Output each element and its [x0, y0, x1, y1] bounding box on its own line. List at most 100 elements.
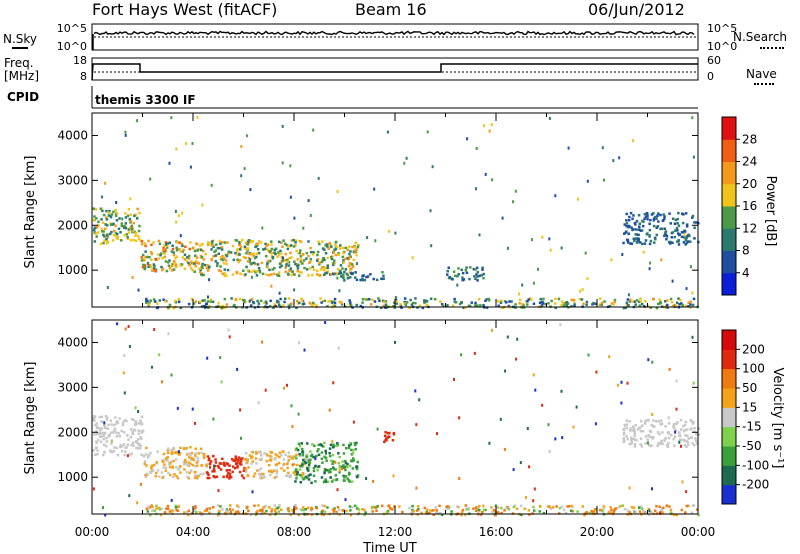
- data-cell: [175, 255, 178, 258]
- data-cell: [481, 510, 484, 514]
- data-cell: [281, 245, 284, 248]
- data-cell: [399, 303, 402, 306]
- data-cell: [253, 306, 257, 309]
- data-cell: [183, 463, 186, 466]
- data-cell: [371, 510, 374, 513]
- data-cell: [131, 441, 135, 444]
- data-cell: [613, 508, 617, 511]
- data-cell: [275, 507, 278, 511]
- data-cell: [634, 237, 637, 240]
- data-cell: [172, 306, 175, 310]
- data-cell: [106, 427, 110, 430]
- data-cell: [183, 258, 187, 261]
- data-cell: [159, 254, 162, 257]
- data-cell: [628, 420, 631, 423]
- data-cell: [125, 233, 129, 236]
- data-cell: [317, 448, 320, 451]
- data-cell: [284, 270, 287, 273]
- data-cell: [420, 511, 423, 515]
- data-cell: [270, 243, 273, 246]
- data-cell: [166, 507, 170, 511]
- data-cell: [251, 240, 254, 243]
- data-cell: [648, 435, 652, 438]
- data-cell: [291, 270, 294, 273]
- data-cell: [344, 268, 348, 271]
- data-cell: [219, 468, 223, 471]
- data-cell: [200, 451, 203, 455]
- data-cell: [628, 486, 631, 490]
- data-cell: [96, 449, 99, 452]
- data-cell: [626, 241, 630, 244]
- data-cell: [113, 229, 116, 233]
- data-cell: [235, 270, 238, 274]
- data-cell: [317, 443, 320, 447]
- data-cell: [95, 422, 99, 425]
- data-cell: [270, 240, 273, 243]
- data-cell: [118, 217, 121, 220]
- data-cell: [293, 260, 296, 263]
- data-cell: [150, 258, 153, 261]
- data-cell: [179, 306, 183, 310]
- data-cell: [660, 439, 663, 443]
- data-cell: [124, 212, 127, 215]
- data-cell: [189, 469, 193, 472]
- data-cell: [105, 209, 108, 213]
- data-cell: [185, 453, 189, 456]
- data-cell: [289, 474, 292, 477]
- data-cell: [225, 509, 228, 513]
- data-cell: [684, 304, 688, 308]
- data-cell: [118, 417, 121, 420]
- data-cell: [280, 264, 283, 268]
- y-tick-label: 3000: [57, 173, 88, 187]
- data-cell: [669, 508, 673, 512]
- data-cell: [288, 455, 292, 458]
- data-cell: [221, 258, 225, 262]
- data-cell: [102, 431, 105, 435]
- data-cell: [208, 278, 211, 282]
- data-cell: [127, 208, 131, 211]
- data-cell: [170, 460, 173, 463]
- data-cell: [287, 507, 290, 510]
- data-cell: [336, 505, 340, 509]
- data-cell: [170, 448, 173, 452]
- data-cell: [627, 303, 630, 307]
- data-cell: [312, 268, 316, 271]
- data-cell: [490, 123, 493, 127]
- data-cell: [685, 287, 688, 291]
- data-cell: [114, 416, 117, 419]
- data-cell: [365, 477, 368, 480]
- data-cell: [95, 446, 98, 449]
- data-cell: [258, 509, 262, 512]
- data-cell: [115, 435, 119, 438]
- data-cell: [677, 297, 680, 300]
- data-cell: [600, 301, 604, 305]
- data-cell: [255, 242, 258, 246]
- data-cell: [312, 469, 316, 473]
- data-cell: [260, 457, 263, 461]
- data-cell: [373, 506, 377, 509]
- data-cell: [633, 300, 636, 303]
- data-cell: [601, 509, 604, 512]
- data-cell: [643, 305, 646, 308]
- data-cell: [571, 510, 574, 513]
- data-cell: [255, 244, 259, 248]
- data-cell: [103, 426, 107, 430]
- data-cell: [116, 236, 119, 239]
- data-cell: [205, 507, 209, 511]
- data-cell: [240, 436, 242, 440]
- data-cell: [308, 301, 311, 305]
- data-cell: [321, 300, 325, 303]
- data-cell: [338, 455, 341, 459]
- data-cell: [646, 304, 650, 308]
- colorbar-swatch: [722, 484, 736, 505]
- data-cell: [167, 447, 170, 450]
- data-cell: [497, 511, 500, 514]
- data-cell: [646, 217, 649, 221]
- data-cell: [301, 474, 304, 477]
- data-cell: [666, 431, 670, 434]
- data-cell: [332, 381, 335, 385]
- data-cell: [135, 217, 139, 220]
- data-cell: [270, 247, 273, 251]
- data-cell: [194, 454, 197, 457]
- data-cell: [191, 463, 194, 467]
